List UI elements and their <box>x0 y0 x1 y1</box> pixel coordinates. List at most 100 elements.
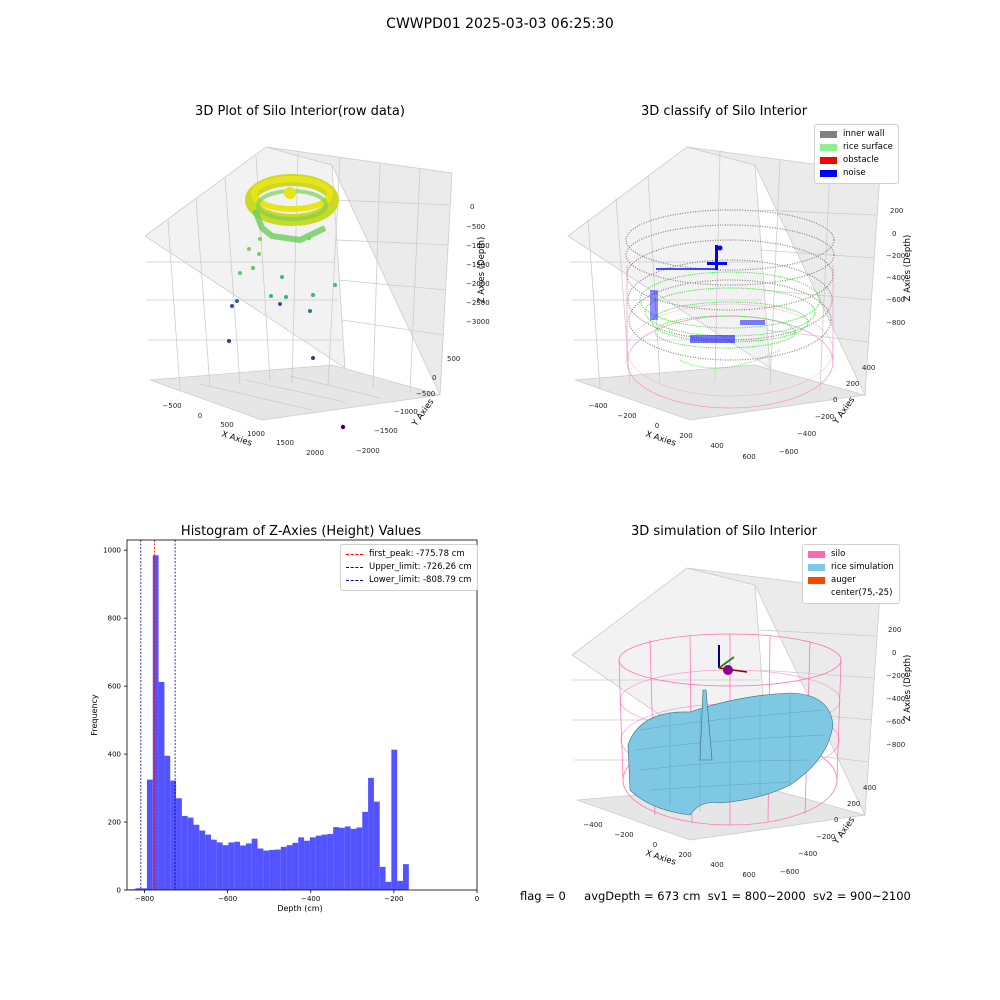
histogram-bar <box>263 850 270 890</box>
histogram-bar <box>141 888 147 890</box>
histogram-bar <box>298 837 305 890</box>
panel2-legend-item: rice surface <box>820 141 893 154</box>
histogram-bar <box>362 811 369 890</box>
histogram-bar <box>339 827 345 890</box>
x-tick-label: −200 <box>384 895 403 903</box>
panel2-ztick: 200 <box>890 207 903 215</box>
histogram-bar <box>280 846 287 890</box>
histogram-legend-item: first_peak: -775.78 cm <box>346 548 472 561</box>
panel2-noise <box>650 245 765 343</box>
histogram-ylabel: Frequency <box>90 694 99 736</box>
panel1-xtick: 0 <box>198 412 202 420</box>
panel1-ztick: −2000 <box>466 280 490 288</box>
panel2-xtick: 400 <box>710 442 723 450</box>
y-tick-label: 1000 <box>103 547 121 555</box>
histogram-frame <box>126 539 478 891</box>
sv1-text: sv1 = 800~2000 <box>707 889 806 903</box>
y-tick-label: 0 <box>117 887 121 895</box>
panel1-z-ticks: 0 −500 −1000 −1500 −2000 −2500 −3000 <box>466 203 490 326</box>
panel4-xtick: 0 <box>653 841 657 849</box>
panel2-ytick: −400 <box>797 430 816 438</box>
panel2-ztick: −200 <box>886 252 905 260</box>
histogram-bar <box>315 835 322 890</box>
panel4-ztick: −400 <box>886 695 905 703</box>
panel2-xtick: −400 <box>588 402 607 410</box>
panel4-x-ticks: −400 −200 0 200 400 600 <box>583 821 755 879</box>
y-tick-label: 600 <box>108 683 121 691</box>
histogram-bar <box>170 780 177 890</box>
panel2-ztick: −800 <box>886 319 905 327</box>
panel4-z-ticks: 200 0 −200 −400 −600 −800 <box>886 626 905 749</box>
panel1-ztick: −500 <box>466 223 485 231</box>
panel2-legend-item: obstacle <box>820 154 893 167</box>
histogram-bar <box>245 843 252 890</box>
panel1-chart: −500 0 500 1000 1500 2000 X Axies 500 0 … <box>144 146 490 457</box>
panel1-xtick: 500 <box>220 421 233 429</box>
histogram-bar <box>379 866 386 890</box>
panel4-chart: −400 −200 0 200 400 600 X Axies 400 200 … <box>570 567 913 879</box>
panel4-legend: silo rice simulation auger center(75,-25… <box>802 544 900 604</box>
panel4-zlabel: Z Axies (Depth) <box>903 655 913 722</box>
panel4-rice-surface <box>627 692 834 816</box>
histogram-bar <box>321 834 328 890</box>
panel1-rice-ring <box>245 174 339 244</box>
panel2-legend: inner wall rice surface obstacle noise <box>814 124 899 184</box>
legend-swatch <box>808 590 825 597</box>
panel1-scatter-points <box>227 236 346 430</box>
histogram-bars <box>129 555 409 890</box>
panel4-xtick: 400 <box>710 861 723 869</box>
histogram-x-ticks: −800 −600 −400 −200 0 <box>135 890 479 903</box>
panel4-ztick: −600 <box>886 718 905 726</box>
histogram-bar <box>135 888 142 890</box>
y-tick-label: 400 <box>108 751 121 759</box>
panel2-z-ticks: 200 0 −200 −400 −600 −800 <box>886 207 905 327</box>
histogram-bar <box>304 840 310 890</box>
panel2-ytick: 200 <box>846 380 859 388</box>
histogram-bar <box>397 880 404 890</box>
histogram-chart: −800 −600 −400 −200 0 0 200 400 600 800 1000 Dept… <box>90 539 479 913</box>
panel2-y-ticks: 400 200 0 −200 −400 −600 <box>779 364 875 456</box>
histogram-bar <box>344 826 351 890</box>
histogram-bar <box>146 779 153 890</box>
panel1-xtick: 2000 <box>306 449 324 457</box>
panel2-ytick: 0 <box>833 396 837 404</box>
panel4-legend-item: auger <box>808 574 894 587</box>
histogram-bar <box>181 815 188 890</box>
panel1-zlabel: Z Axies (Depth) <box>477 237 487 304</box>
panel4-legend-item: silo <box>808 548 894 561</box>
panel4-xtick: 200 <box>678 851 691 859</box>
panel2-xtick: −200 <box>617 412 636 420</box>
histogram-bar <box>403 864 409 890</box>
panel1-ytick: −1000 <box>394 408 418 416</box>
panel2-ytick: −600 <box>779 448 798 456</box>
legend-swatch <box>820 144 837 151</box>
panel2-x-ticks: −400 −200 0 200 400 600 <box>588 402 755 460</box>
panel4-ytick: −400 <box>798 850 817 858</box>
flag-text: flag = 0 <box>520 889 566 903</box>
panel1-ytick: 500 <box>447 355 460 363</box>
histogram-legend-item: Upper_limit: -726.26 cm <box>346 561 472 574</box>
panel2-ytick: 400 <box>862 364 875 372</box>
panel1-title: 3D Plot of Silo Interior(row data) <box>195 104 405 119</box>
histogram-bar <box>158 682 165 890</box>
panel2-xtick: 0 <box>655 422 659 430</box>
legend-swatch <box>808 577 825 584</box>
legend-line <box>346 580 363 581</box>
panel4-xlabel: X Axies <box>644 848 677 867</box>
histogram-bar <box>164 755 171 890</box>
avg-depth-text: avgDepth = 673 cm <box>584 889 701 903</box>
panel2-ytick: −200 <box>815 413 834 421</box>
panel4-xtick: 600 <box>742 871 755 879</box>
panel2-silo-outline <box>626 265 834 409</box>
histogram-bar <box>216 842 223 890</box>
legend-swatch <box>808 551 825 558</box>
panel4-title: 3D simulation of Silo Interior <box>631 524 817 539</box>
panel1-ytick: −1500 <box>374 427 398 435</box>
panel2-axes-box <box>567 146 881 421</box>
panel2-chart: −400 −200 0 200 400 600 X Axies 400 200 … <box>567 146 913 460</box>
histogram-bar <box>286 845 293 890</box>
panel1-xtick: 1500 <box>276 439 294 447</box>
histogram-bar <box>309 837 316 890</box>
panel1-ytick: −500 <box>416 390 435 398</box>
panel1-axes-box <box>144 146 453 421</box>
